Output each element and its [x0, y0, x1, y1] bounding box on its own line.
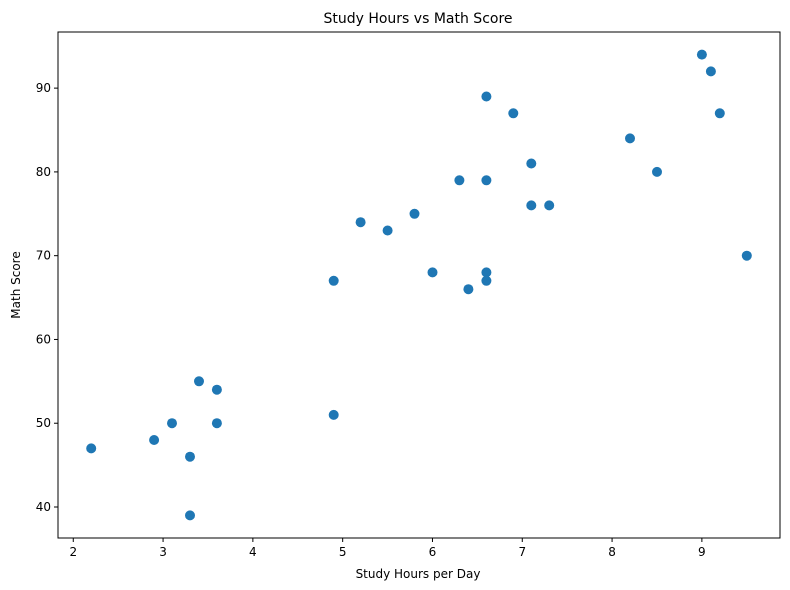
- data-point: [185, 451, 195, 462]
- data-point: [328, 409, 339, 420]
- x-tick-label: 8: [608, 545, 616, 559]
- data-point: [382, 225, 393, 236]
- data-point: [211, 418, 222, 429]
- data-point: [328, 275, 339, 286]
- plot-area: [58, 32, 780, 538]
- data-point: [481, 267, 492, 278]
- plot-frame: [57, 31, 781, 539]
- data-point: [741, 250, 752, 261]
- data-point: [149, 435, 160, 445]
- data-point: [696, 49, 707, 60]
- y-axis: 40 50 60 70 80 90: [36, 81, 58, 514]
- data-point: [185, 510, 195, 521]
- data-points: [86, 49, 752, 521]
- x-tick-label: 5: [339, 545, 347, 559]
- x-tick-label: 7: [518, 545, 526, 559]
- data-point: [194, 376, 204, 387]
- data-point: [526, 158, 537, 169]
- y-tick-label: 60: [36, 332, 51, 346]
- data-point: [508, 108, 519, 119]
- y-tick-label: 50: [36, 416, 51, 430]
- chart-title: Study Hours vs Math Score: [323, 11, 512, 27]
- y-axis-title: Math Score: [9, 251, 23, 318]
- data-point: [481, 275, 492, 286]
- data-point: [167, 418, 177, 429]
- x-tick-label: 9: [698, 545, 706, 559]
- x-tick-label: 4: [249, 545, 257, 559]
- data-point: [481, 175, 492, 186]
- x-axis-title: Study Hours per Day: [356, 567, 481, 581]
- data-point: [705, 66, 716, 77]
- data-point: [355, 217, 366, 228]
- y-tick-label: 80: [36, 165, 51, 179]
- data-point: [544, 200, 555, 211]
- x-tick-label: 3: [159, 545, 167, 559]
- y-tick-label: 70: [36, 249, 51, 263]
- x-tick-label: 6: [429, 545, 437, 559]
- data-point: [652, 166, 662, 177]
- data-point: [409, 208, 420, 219]
- data-point: [714, 108, 725, 119]
- data-point: [481, 91, 492, 102]
- data-point: [463, 284, 474, 295]
- data-point: [625, 133, 635, 144]
- data-point: [526, 200, 537, 211]
- data-point: [427, 267, 438, 278]
- x-tick-label: 2: [69, 545, 77, 559]
- y-tick-label: 40: [36, 500, 51, 514]
- data-point: [86, 443, 97, 454]
- data-point: [454, 175, 465, 186]
- y-tick-label: 90: [36, 81, 51, 95]
- x-axis: 2 3 4 5 6 7 8 9: [69, 538, 706, 559]
- data-point: [211, 384, 222, 395]
